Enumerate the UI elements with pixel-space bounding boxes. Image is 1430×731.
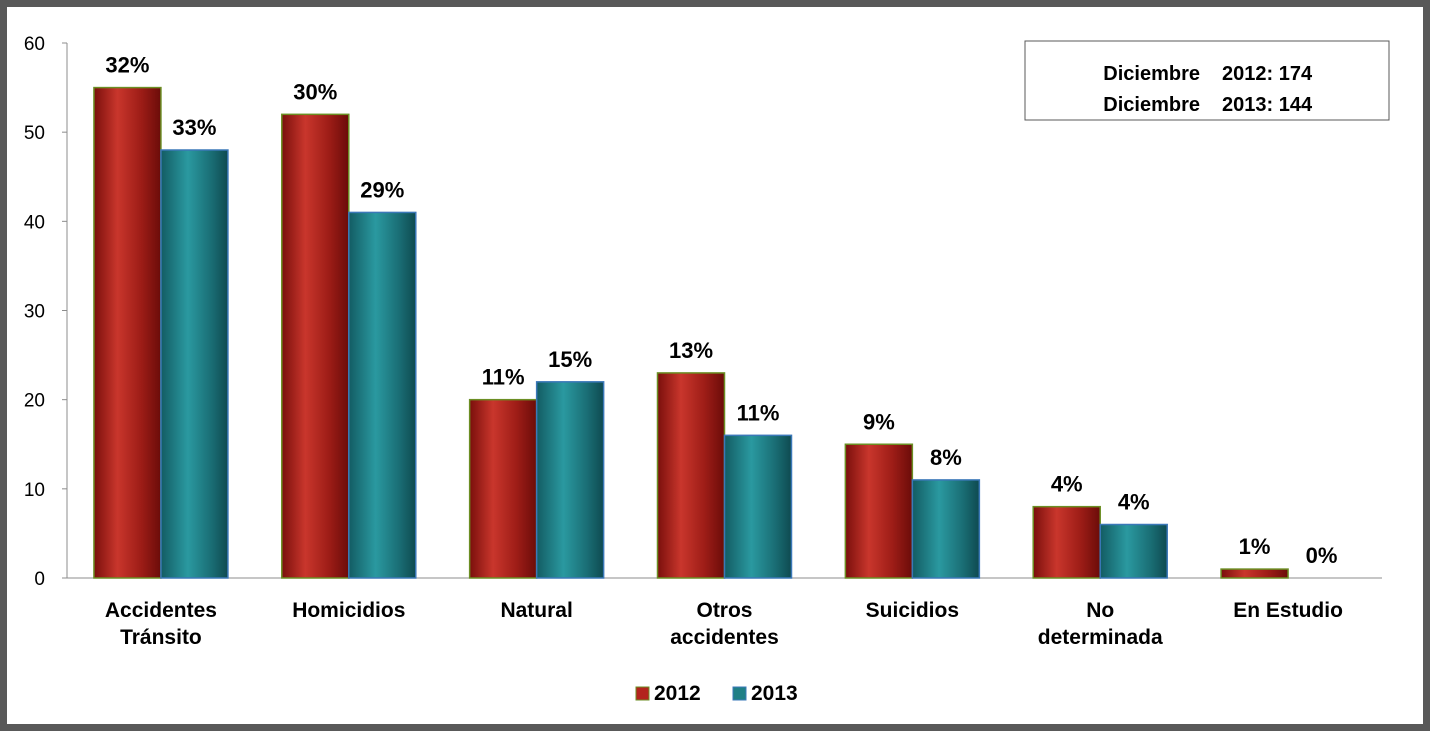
data-label-2012: 1% (1239, 534, 1271, 559)
data-label-2012: 30% (293, 79, 337, 104)
bar-2012 (281, 113, 350, 579)
bar-2013 (348, 211, 417, 579)
annotation-label: Diciembre (1103, 94, 1200, 116)
annotation-value: 2013: 144 (1222, 94, 1313, 116)
data-label-2013: 0% (1306, 543, 1338, 568)
y-tick-label: 60 (24, 34, 45, 55)
data-label-2013: 8% (930, 445, 962, 470)
category-label: Accidentes (105, 599, 217, 622)
data-labels: 32% 30% 11% 13% 9% 4% 1% 33% 29% 15% 11% 8% 4% 0% (105, 53, 1337, 568)
bar-2012 (844, 443, 914, 579)
category-label: accidentes (670, 626, 779, 649)
annotation-box: Diciembre 2012: 174 Diciembre 2013: 144 (1024, 40, 1390, 121)
category-label: No (1086, 599, 1114, 622)
y-tick-label: 50 (24, 123, 45, 144)
legend-label-2013: 2013 (751, 682, 798, 705)
bar-2013 (160, 149, 229, 579)
category-label: Suicidios (866, 599, 959, 622)
data-label-2013: 11% (737, 400, 780, 425)
bars (93, 86, 1289, 579)
legend: 2012 2013 (635, 682, 798, 705)
legend-label-2012: 2012 (654, 682, 701, 705)
y-tick-label: 40 (24, 212, 45, 233)
bar-2012 (1220, 568, 1289, 579)
annotation-value: 2012: 174 (1222, 63, 1313, 85)
annotation-label: Diciembre (1103, 63, 1200, 85)
legend-swatch-2012 (635, 686, 650, 701)
category-label: Otros (696, 599, 752, 622)
data-label-2012: 32% (105, 53, 149, 78)
y-tick-label: 10 (24, 480, 45, 501)
data-label-2013: 15% (548, 347, 592, 372)
data-label-2012: 11% (482, 365, 525, 390)
data-label-2012: 4% (1051, 472, 1083, 497)
data-label-2013: 4% (1118, 490, 1150, 515)
category-label: Natural (500, 599, 572, 622)
bar-2012 (1032, 505, 1101, 579)
bar-2013 (911, 479, 981, 579)
legend-swatch-2013 (732, 686, 747, 701)
data-label-2013: 33% (172, 115, 216, 140)
bar-2013 (1099, 523, 1168, 579)
category-label: Homicidios (292, 599, 405, 622)
data-label-2012: 13% (669, 338, 713, 363)
y-tick-label: 0 (34, 569, 45, 590)
category-label: Tránsito (120, 626, 202, 649)
category-label: En Estudio (1233, 599, 1343, 622)
y-tick-label: 30 (24, 302, 45, 323)
category-labels: Accidentes Tránsito Homicidios Natural Otros… (105, 599, 1343, 649)
annotation-border (1024, 40, 1390, 121)
bar-2012 (93, 86, 162, 579)
bar-2013 (723, 434, 793, 579)
category-label: determinada (1038, 626, 1163, 649)
data-label-2012: 9% (863, 409, 895, 434)
bar-2012 (656, 372, 726, 579)
data-label-2013: 29% (360, 177, 404, 202)
bar-2012 (468, 398, 538, 579)
bar-2013 (535, 381, 605, 579)
y-tick-label: 20 (24, 391, 45, 412)
